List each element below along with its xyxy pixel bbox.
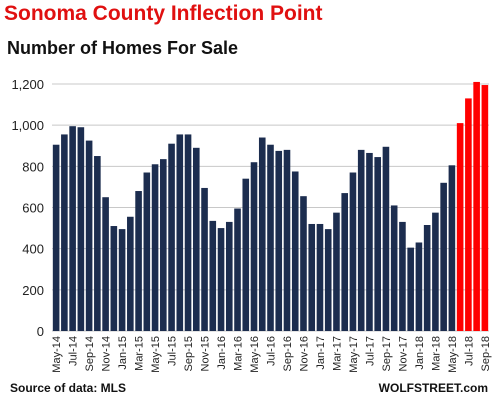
bars [52, 81, 489, 331]
bar [382, 146, 390, 331]
x-tick-label: Nov-15 [200, 336, 212, 371]
x-tick-label: Sep-16 [282, 336, 294, 371]
x-tick-label: May-14 [51, 336, 63, 373]
x-tick-label: Jul-18 [463, 336, 475, 366]
bar [209, 220, 217, 331]
x-tick-label: Jan-17 [315, 336, 327, 370]
bar [448, 165, 456, 331]
x-tick-label: Sep-18 [480, 336, 492, 371]
bar [110, 226, 118, 331]
x-tick-label: Mar-18 [430, 336, 442, 371]
chart-subtitle: Number of Homes For Sale [7, 38, 239, 58]
bar [300, 196, 307, 331]
y-tick-label: 200 [22, 283, 44, 298]
x-tick-label: May-17 [348, 336, 360, 373]
bar [341, 193, 349, 331]
x-tick-label: May-16 [249, 336, 261, 373]
brand-label: WOLFSTREET.com [378, 381, 488, 395]
y-tick-label: 1,000 [11, 118, 44, 133]
bar [94, 156, 101, 331]
x-tick-label: Jan-18 [414, 336, 426, 370]
bar [324, 229, 332, 331]
bar [168, 143, 175, 331]
source-note: Source of data: MLS [10, 381, 127, 395]
chart-title: Sonoma County Inflection Point [4, 2, 323, 25]
y-tick-label: 600 [22, 201, 44, 216]
bar [192, 147, 200, 331]
x-tick-label: Jul-15 [167, 336, 179, 366]
bar [473, 81, 480, 331]
x-tick-label: Jul-16 [266, 336, 278, 366]
bar [69, 126, 76, 331]
x-tick-label: Jan-15 [117, 336, 129, 370]
x-tick-label: Sep-14 [84, 336, 96, 371]
x-axis-ticks: May-14 Jul-14 Sep-14 Nov-14 Jan-15 Mar-15 May-… [51, 336, 492, 373]
bar [333, 212, 340, 331]
bar [308, 223, 316, 331]
x-tick-label: Jan-16 [216, 336, 228, 370]
bar [151, 164, 159, 331]
y-tick-label: 800 [22, 159, 44, 174]
bar [440, 182, 447, 331]
bar [102, 197, 109, 331]
x-tick-label: May-18 [447, 336, 459, 373]
bar [390, 205, 398, 331]
bar [291, 171, 299, 331]
bar [374, 157, 381, 331]
bar [217, 228, 225, 331]
bar [85, 140, 93, 331]
bar [201, 187, 208, 331]
bar [176, 134, 184, 331]
bar [160, 159, 167, 331]
bar [61, 134, 68, 331]
bar [283, 149, 291, 331]
bar [423, 225, 431, 331]
y-tick-label: 0 [37, 324, 44, 339]
x-tick-label: Jul-14 [68, 336, 80, 366]
x-tick-label: Nov-14 [101, 336, 113, 371]
bar [184, 134, 192, 331]
bar [135, 191, 142, 331]
bar [143, 172, 151, 331]
x-tick-label: Nov-17 [397, 336, 409, 371]
x-tick-label: Nov-16 [298, 336, 310, 371]
bar [415, 242, 423, 331]
x-tick-label: Mar-17 [331, 336, 343, 371]
bar [357, 149, 365, 331]
bar [366, 152, 373, 331]
bar [481, 85, 489, 331]
x-tick-label: Mar-16 [233, 336, 245, 371]
bar [456, 123, 464, 331]
bar [258, 137, 266, 331]
bar [432, 212, 439, 331]
y-tick-label: 400 [22, 242, 44, 257]
bar [250, 162, 258, 331]
bar [225, 221, 233, 331]
bar [465, 98, 472, 331]
bar [267, 144, 274, 331]
bar [127, 216, 134, 331]
bar [118, 229, 126, 331]
x-tick-label: May-15 [150, 336, 162, 373]
bar [407, 247, 414, 331]
bar [399, 221, 406, 331]
bar [316, 223, 324, 331]
x-tick-label: Mar-15 [134, 336, 146, 371]
bar [52, 144, 60, 331]
y-axis-ticks: 0 200 400 600 800 1,000 1,200 [11, 77, 44, 339]
y-tick-label: 1,200 [11, 77, 44, 92]
bar [77, 127, 85, 331]
bar [234, 208, 241, 331]
x-tick-label: Sep-15 [183, 336, 195, 371]
x-tick-label: Sep-17 [381, 336, 393, 371]
x-tick-label: Jul-17 [364, 336, 376, 366]
bar [242, 178, 250, 331]
bar [275, 150, 283, 331]
bar [349, 172, 357, 331]
